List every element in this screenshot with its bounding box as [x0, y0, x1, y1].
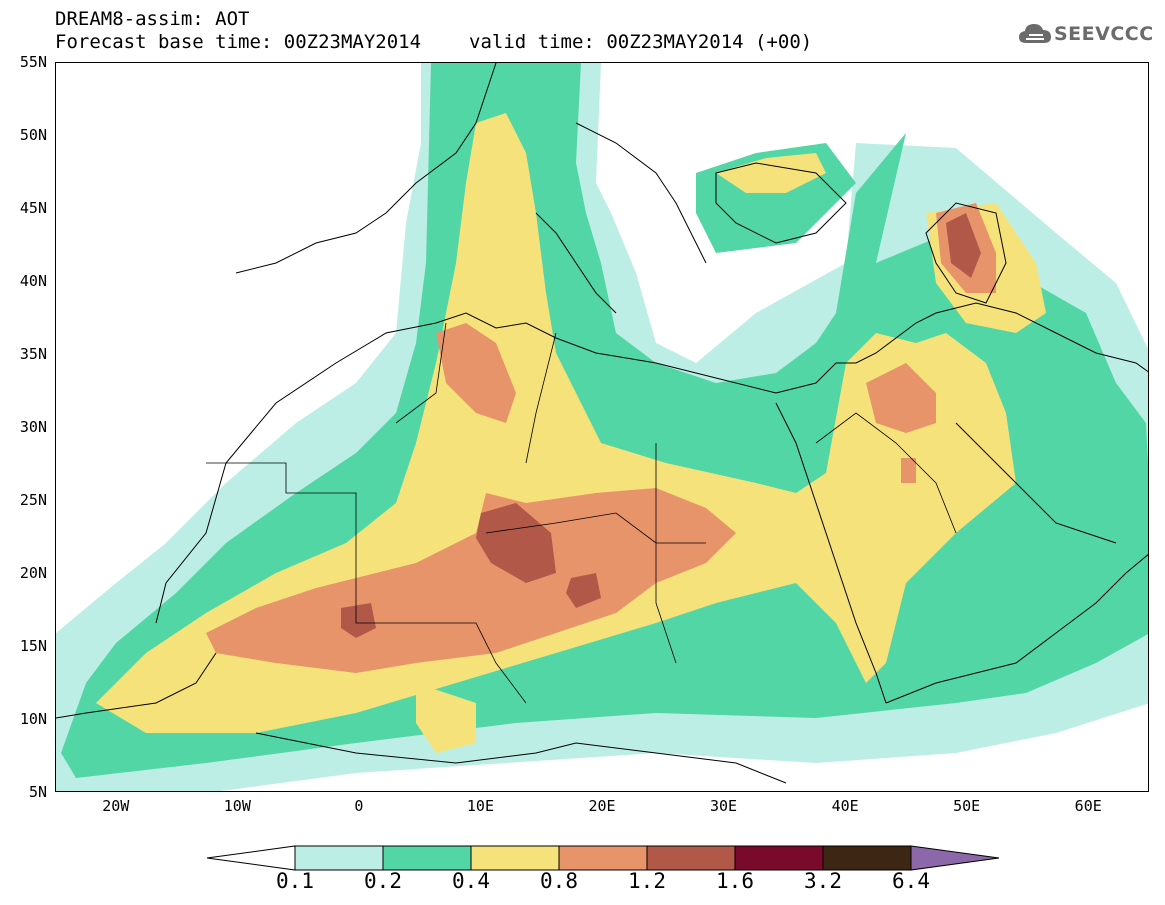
- colorbar-segment-6: [734, 845, 824, 871]
- colorbar-label-1.2: 1.2: [628, 869, 666, 893]
- colorbar-segment-1: [294, 845, 384, 871]
- lat-label-55N: 55N: [19, 53, 47, 71]
- lat-label-35N: 35N: [19, 345, 47, 363]
- map-title: DREAM8-assim: AOT: [55, 8, 250, 30]
- lon-label-50E: 50E: [953, 797, 981, 815]
- lat-label-10N: 10N: [19, 710, 47, 728]
- cloud-icon: [1019, 24, 1051, 43]
- aot-layer-1.2: [341, 213, 981, 638]
- lat-label-15N: 15N: [19, 637, 47, 655]
- lat-label-20N: 20N: [19, 564, 47, 582]
- lon-label-20W: 20W: [102, 797, 130, 815]
- colorbar: [206, 845, 1000, 871]
- lon-label-0: 0: [354, 797, 364, 815]
- coastlines: [56, 63, 1148, 784]
- colorbar-segment-2: [382, 845, 472, 871]
- lat-label-45N: 45N: [19, 199, 47, 217]
- lat-label-30N: 30N: [19, 418, 47, 436]
- colorbar-segment-3: [470, 845, 560, 871]
- colorbar-label-0.4: 0.4: [452, 869, 490, 893]
- colorbar-label-3.2: 3.2: [804, 869, 842, 893]
- colorbar-segment-above: [910, 845, 1000, 871]
- lon-label-30E: 30E: [710, 797, 738, 815]
- lon-label-10E: 10E: [466, 797, 494, 815]
- lat-label-5N: 5N: [28, 783, 47, 801]
- valid-time: valid time: 00Z23MAY2014 (+00): [469, 31, 813, 53]
- colorbar-segment-below: [206, 845, 296, 871]
- time-info: Forecast base time: 00Z23MAY2014 valid ti…: [55, 32, 812, 52]
- colorbar-segment-4: [558, 845, 648, 871]
- colorbar-label-0.2: 0.2: [364, 869, 402, 893]
- colorbar-label-1.6: 1.6: [716, 869, 754, 893]
- seevccc-logo: SEEVCCC: [1018, 22, 1154, 46]
- aot-map: [56, 63, 1148, 791]
- colorbar-label-6.4: 6.4: [892, 869, 930, 893]
- map-area: [55, 62, 1149, 792]
- lat-label-40N: 40N: [19, 272, 47, 290]
- colorbar-segment-7: [822, 845, 912, 871]
- country-borders: [206, 322, 957, 704]
- colorbar-label-0.1: 0.1: [276, 869, 314, 893]
- lon-label-60E: 60E: [1074, 797, 1102, 815]
- lon-label-10W: 10W: [223, 797, 251, 815]
- logo-text: SEEVCCC: [1054, 23, 1154, 45]
- forecast-base-time: Forecast base time: 00Z23MAY2014: [55, 31, 422, 53]
- lon-label-40E: 40E: [831, 797, 859, 815]
- lat-label-50N: 50N: [19, 126, 47, 144]
- lon-label-20E: 20E: [588, 797, 616, 815]
- colorbar-label-0.8: 0.8: [540, 869, 578, 893]
- lat-label-25N: 25N: [19, 491, 47, 509]
- colorbar-segment-5: [646, 845, 736, 871]
